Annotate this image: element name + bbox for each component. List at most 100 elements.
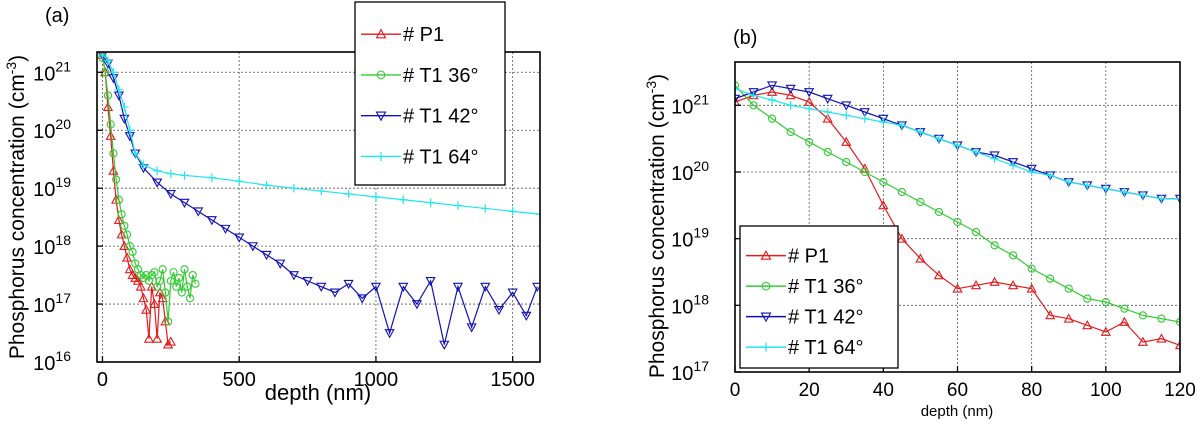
data-point	[897, 121, 907, 130]
y-axis-label-b-close: )	[646, 74, 669, 81]
data-point	[990, 241, 999, 250]
data-point	[165, 336, 176, 346]
y-tick-label: 1020	[671, 158, 709, 185]
data-point	[989, 276, 1000, 286]
data-point	[102, 101, 114, 111]
x-tick-label: 60	[947, 380, 968, 401]
data-point	[1046, 274, 1055, 283]
data-point	[234, 233, 245, 243]
legend-a: # P1 # T1 36° # T1 42° # T1 64°	[354, 1, 506, 186]
x-tick-label: 40	[873, 380, 894, 401]
data-point	[841, 101, 852, 111]
data-point	[180, 265, 189, 274]
data-point	[749, 101, 758, 110]
data-point	[823, 107, 832, 117]
data-point	[508, 207, 517, 216]
data-point	[114, 85, 124, 94]
data-point	[155, 276, 165, 285]
data-point	[109, 68, 118, 77]
data-point	[113, 214, 125, 224]
data-point	[896, 233, 908, 243]
data-point	[735, 96, 741, 106]
data-point	[953, 217, 962, 227]
data-point	[183, 282, 192, 291]
y-axis-label-b-sup: -3	[643, 81, 659, 94]
data-point	[131, 149, 140, 158]
data-point	[188, 270, 197, 280]
data-point	[425, 276, 436, 287]
data-point	[114, 195, 123, 204]
x-tick-label: 20	[799, 380, 820, 401]
panel-label-a: (a)	[45, 5, 69, 27]
data-point	[841, 136, 852, 146]
y-tick-label: 1019	[33, 174, 71, 201]
data-point	[169, 268, 178, 277]
data-point	[120, 221, 129, 230]
data-point	[152, 178, 163, 188]
data-point	[426, 198, 435, 207]
series-line	[101, 57, 197, 322]
data-point	[859, 108, 870, 118]
data-point	[466, 323, 477, 333]
x-axis-label-b: depth (nm)	[921, 403, 994, 420]
data-point	[179, 198, 190, 208]
data-point	[971, 147, 981, 157]
data-point	[934, 207, 944, 217]
data-point	[1120, 187, 1129, 197]
data-point	[384, 329, 395, 339]
data-point	[822, 94, 833, 104]
data-point	[785, 84, 796, 94]
y-tick-label: 1016	[33, 348, 71, 375]
data-point	[399, 195, 408, 204]
x-tick-label: 0	[97, 369, 108, 391]
data-point	[1138, 311, 1148, 320]
data-point	[125, 126, 135, 135]
data-point	[152, 166, 162, 175]
data-point	[166, 169, 176, 178]
data-point	[163, 317, 173, 326]
data-point	[1026, 164, 1037, 174]
data-point	[141, 304, 152, 314]
series-line	[735, 91, 1180, 346]
data-point	[453, 201, 463, 210]
x-tick-label: 500	[223, 369, 256, 391]
data-point	[139, 160, 148, 170]
data-point	[481, 204, 490, 213]
data-point	[879, 117, 888, 127]
data-point	[158, 265, 167, 274]
data-point	[106, 120, 115, 129]
legend-marker	[761, 342, 771, 352]
legend-marker	[376, 70, 386, 80]
data-point	[119, 114, 130, 124]
data-point	[915, 253, 926, 263]
data-point	[860, 167, 869, 177]
y-axis-label-a: Phosphorus concentration (cm-3)	[3, 55, 29, 359]
legend-b: # P1 # T1 36° # T1 42° # T1 64°	[739, 225, 899, 369]
data-point	[157, 292, 168, 303]
x-tick-label: 1500	[490, 369, 535, 391]
data-point	[191, 279, 200, 288]
data-point	[953, 141, 962, 150]
data-point	[1083, 181, 1092, 190]
data-point	[989, 151, 1000, 161]
data-point	[1175, 317, 1180, 327]
series-line	[102, 54, 540, 215]
data-point	[172, 282, 181, 291]
legend-label: # T1 42°	[403, 106, 478, 128]
data-point	[128, 247, 137, 257]
data-point	[120, 102, 129, 112]
data-point	[180, 171, 189, 180]
data-point	[785, 90, 796, 100]
data-point	[916, 127, 925, 137]
y-axis-label-a-sup: -3	[3, 62, 19, 75]
y-axis-label-a-main: Phosphorus concentration (cm	[6, 74, 29, 359]
data-point	[842, 111, 851, 120]
data-point	[805, 137, 814, 147]
data-point	[535, 210, 540, 219]
data-point	[262, 181, 271, 190]
data-point	[786, 101, 795, 110]
legend-marker	[760, 312, 772, 323]
y-axis-label-a-close: )	[6, 55, 29, 62]
data-point	[147, 270, 156, 280]
series-line	[735, 84, 1180, 323]
